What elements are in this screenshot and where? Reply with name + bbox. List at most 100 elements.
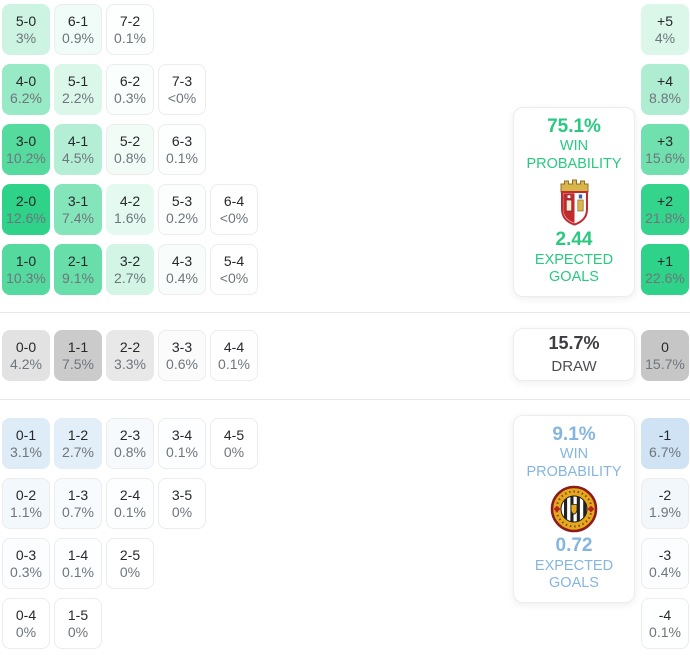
- score-cell: 1-2 2.7%: [54, 418, 102, 469]
- score-cell: 2-4 0.1%: [106, 478, 154, 529]
- probability-label: 22.6%: [645, 270, 685, 286]
- score-cell: 1-3 0.7%: [54, 478, 102, 529]
- probability-label: 0%: [223, 444, 245, 460]
- probability-label: 0.3%: [10, 564, 42, 580]
- probability-label: 1.1%: [10, 504, 42, 520]
- score-label: 2-4: [119, 487, 141, 503]
- home-win-probability-label: WIN PROBABILITY: [526, 138, 622, 173]
- score-cell: 5-0 3%: [2, 4, 50, 55]
- score-label: 1-2: [67, 427, 89, 443]
- probability-label: 4%: [654, 30, 676, 46]
- goal-diff-label: +3: [657, 133, 673, 149]
- score-label: 1-4: [67, 547, 89, 563]
- probability-label: 6.7%: [649, 444, 681, 460]
- goal-diff-label: -3: [658, 547, 672, 563]
- score-label: 3-0: [15, 133, 37, 149]
- goal-diff-label: +1: [657, 253, 673, 269]
- score-label: 7-2: [119, 13, 141, 29]
- goal-diff-label: +5: [657, 13, 673, 29]
- score-label: 2-3: [119, 427, 141, 443]
- score-cell: 2-1 9.1%: [54, 244, 102, 295]
- score-label: 3-4: [171, 427, 193, 443]
- away-expected-goals-label: EXPECTED GOALS: [534, 557, 614, 592]
- score-cell: 4-0 6.2%: [2, 64, 50, 115]
- home-expected-goals-value: 2.44: [555, 229, 593, 251]
- score-cell: 1-0 10.3%: [2, 244, 50, 295]
- probability-label: 7.5%: [62, 356, 94, 372]
- score-label: 6-3: [171, 133, 193, 149]
- probability-label: 0.3%: [114, 90, 146, 106]
- probability-label: 0.1%: [649, 624, 681, 640]
- probability-label: 0.8%: [114, 150, 146, 166]
- probability-label: 0.1%: [166, 150, 198, 166]
- goal-diff-cell: +2 21.8%: [641, 184, 689, 235]
- probability-label: 0.1%: [114, 504, 146, 520]
- goal-diff-label: -2: [658, 487, 672, 503]
- goal-diff-label: +4: [657, 73, 673, 89]
- goal-diff-label: -4: [658, 607, 672, 623]
- score-label: 1-0: [15, 253, 37, 269]
- goal-diff-cell: +5 4%: [641, 4, 689, 55]
- score-label: 0-1: [15, 427, 37, 443]
- probability-label: 2.7%: [62, 444, 94, 460]
- score-cell: 3-5 0%: [158, 478, 206, 529]
- score-label: 4-3: [171, 253, 193, 269]
- score-cell: 6-3 0.1%: [158, 124, 206, 175]
- score-cell: 7-2 0.1%: [106, 4, 154, 55]
- score-cell: 6-1 0.9%: [54, 4, 102, 55]
- score-label: 4-5: [223, 427, 245, 443]
- probability-label: 0.1%: [114, 30, 146, 46]
- score-label: 5-4: [223, 253, 245, 269]
- score-label: 1-5: [67, 607, 89, 623]
- probability-label: 0%: [67, 624, 89, 640]
- score-label: 4-2: [119, 193, 141, 209]
- probability-label: 12.6%: [6, 210, 46, 226]
- score-label: 0-4: [15, 607, 37, 623]
- goal-diff-cell: +3 15.6%: [641, 124, 689, 175]
- score-cell: 0-1 3.1%: [2, 418, 50, 469]
- probability-label: 0.4%: [649, 564, 681, 580]
- goal-diff-cell: -3 0.4%: [641, 538, 689, 589]
- home-win-probability-value: 75.1%: [547, 116, 601, 137]
- draw-label: DRAW: [551, 357, 597, 375]
- probability-label: 10.2%: [6, 150, 46, 166]
- probability-label: 1.9%: [649, 504, 681, 520]
- score-cell: 4-5 0%: [210, 418, 258, 469]
- probability-label: 0%: [119, 564, 141, 580]
- score-cell: 2-5 0%: [106, 538, 154, 589]
- goal-diff-label: 0: [661, 339, 669, 355]
- probability-label: 0%: [15, 624, 37, 640]
- probability-label: 7.4%: [62, 210, 94, 226]
- probability-label: 2.7%: [114, 270, 146, 286]
- probability-label: 9.1%: [62, 270, 94, 286]
- score-cell: 0-4 0%: [2, 598, 50, 649]
- score-cell: 2-3 0.8%: [106, 418, 154, 469]
- away-win-probability-label: WIN PROBABILITY: [526, 446, 622, 481]
- score-label: 4-0: [15, 73, 37, 89]
- goal-diff-cell: -4 0.1%: [641, 598, 689, 649]
- probability-label: 0.8%: [114, 444, 146, 460]
- score-cell: 0-2 1.1%: [2, 478, 50, 529]
- score-label: 0-0: [15, 339, 37, 355]
- score-cell: 3-4 0.1%: [158, 418, 206, 469]
- score-cell: 3-0 10.2%: [2, 124, 50, 175]
- home-expected-goals-label: EXPECTED GOALS: [534, 251, 614, 286]
- probability-label: <0%: [219, 210, 249, 226]
- goal-diff-cell: +1 22.6%: [641, 244, 689, 295]
- goal-diff-cell: -1 6.7%: [641, 418, 689, 469]
- score-cell: 0-0 4.2%: [2, 330, 50, 381]
- probability-label: 0.1%: [62, 564, 94, 580]
- section-divider-bottom: [0, 399, 690, 400]
- score-label: 7-3: [171, 73, 193, 89]
- goal-diff-cell: -2 1.9%: [641, 478, 689, 529]
- probability-label: 3%: [15, 30, 37, 46]
- score-cell: 0-3 0.3%: [2, 538, 50, 589]
- probability-label: 0.1%: [218, 356, 250, 372]
- probability-label: 0.2%: [166, 210, 198, 226]
- draw-panel: 15.7% DRAW: [513, 328, 635, 381]
